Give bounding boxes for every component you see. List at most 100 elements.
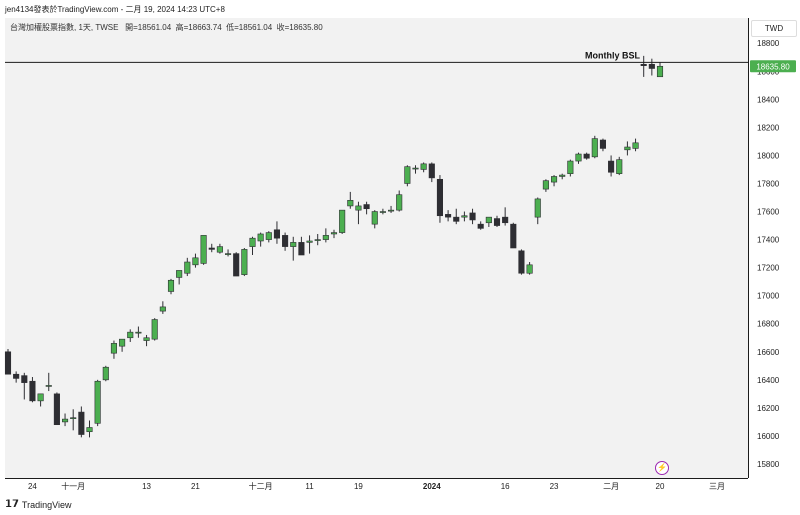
time-tick-label: 二月 [603,482,619,491]
price-tick-label: 18400 [757,95,780,104]
time-tick-label: 21 [191,482,200,491]
open-value: 18561.04 [137,23,172,32]
candle-body [436,178,444,217]
time-tick-label: 十一月 [61,481,85,491]
time-tick-label: 16 [501,482,510,491]
candle-body [21,375,28,383]
candle-body [502,216,509,224]
candle-body [322,235,329,240]
price-tick-label: 16400 [757,376,780,385]
candle-body [379,211,386,213]
time-tick-label: 13 [142,482,151,491]
open-label: 開= [125,23,138,32]
candle-body [61,418,69,423]
last-price-text: 18635.80 [756,62,790,71]
candle-body [591,138,598,158]
close-label: 收= [276,23,290,32]
candle-body [616,159,623,174]
chart-pane[interactable] [5,18,748,478]
candle-body [387,209,395,212]
candle-body [339,209,346,233]
candle-body [518,250,525,274]
candle-body [273,229,281,239]
symbol-info: 台灣加權股票指數, 1天, TWSE [10,23,119,32]
price-tick-label: 17000 [757,292,780,301]
candle-body [599,139,607,149]
candle-body [225,253,232,255]
candle-body [4,351,12,375]
last-price-tag [750,60,796,73]
candle-body [640,63,647,66]
candle-body [306,240,313,243]
candle-body [135,331,142,334]
candle-body [632,142,639,149]
high-value: 18663.74 [188,23,222,32]
price-tick-label: 17400 [757,236,780,245]
time-tick-label: 24 [28,482,37,491]
candle-body [70,417,77,419]
candle-body [485,216,492,224]
candle-body [13,373,20,379]
candle-body [567,160,574,174]
candle-body [151,319,158,340]
candle-body [176,270,183,278]
time-tick-label: 2024 [423,482,441,491]
candle-body [192,257,199,266]
candle-body [396,194,403,211]
candle-body [559,174,566,177]
candle-body [314,239,321,241]
time-tick-label: 20 [656,482,665,491]
price-axis[interactable] [748,18,800,478]
candle-body [608,160,615,173]
tradingview-logo-icon: 𝟭𝟳 [5,499,19,510]
price-tick-label: 15800 [757,460,780,469]
candle-body [550,176,558,183]
candle-body [534,198,541,218]
candle-body [127,331,134,339]
candle-body [461,215,468,218]
time-axis[interactable] [5,478,748,496]
candle-body [575,153,582,162]
candle-body [102,366,109,381]
close-value: 18635.80 [289,23,323,32]
candle-body [428,163,435,179]
candle-body [355,205,362,211]
candle-body [493,218,501,226]
candle-body [78,411,85,435]
time-tick-label: 三月 [709,482,725,491]
price-tick-label: 18200 [757,123,780,132]
candle-body [110,343,117,354]
candle-body [208,247,215,250]
candle-body [53,393,60,426]
candle-body [159,306,166,312]
lightning-event-icon[interactable]: ⚡ [655,461,669,475]
ohlc-legend: 台灣加權股票指數, 1天, TWSE 開=18561.04 高=18663.74… [10,22,323,33]
candle-body [282,235,289,247]
candle-body [656,65,664,78]
candle-body [290,242,297,247]
price-tick-label: 18000 [757,151,780,160]
low-label: 低= [226,23,239,32]
price-tick-label: 17600 [757,208,780,217]
candle-body [200,235,207,264]
low-value: 18561.04 [238,23,273,32]
candle-body [330,232,338,235]
currency-button[interactable]: TWD [751,20,797,37]
brand-name: TradingView [21,499,72,510]
candle-body [469,212,476,221]
time-tick-label: 11 [305,482,314,491]
candle-body [45,385,52,387]
time-tick-label: 十二月 [249,481,273,491]
candle-body [404,166,411,184]
price-tick-label: 16800 [757,320,780,329]
candle-body [249,237,256,247]
candle-body [216,246,223,253]
price-tick-label: 18800 [757,39,780,48]
candle-body [119,338,126,347]
price-tick-label: 16200 [757,404,780,413]
candle-body [648,63,655,69]
high-label: 高= [175,23,189,32]
candle-body [37,393,44,402]
price-tick-label: 17800 [757,179,780,188]
publish-header: jen4134發表於TradingView.com - 二月 19, 2024 … [5,5,225,14]
